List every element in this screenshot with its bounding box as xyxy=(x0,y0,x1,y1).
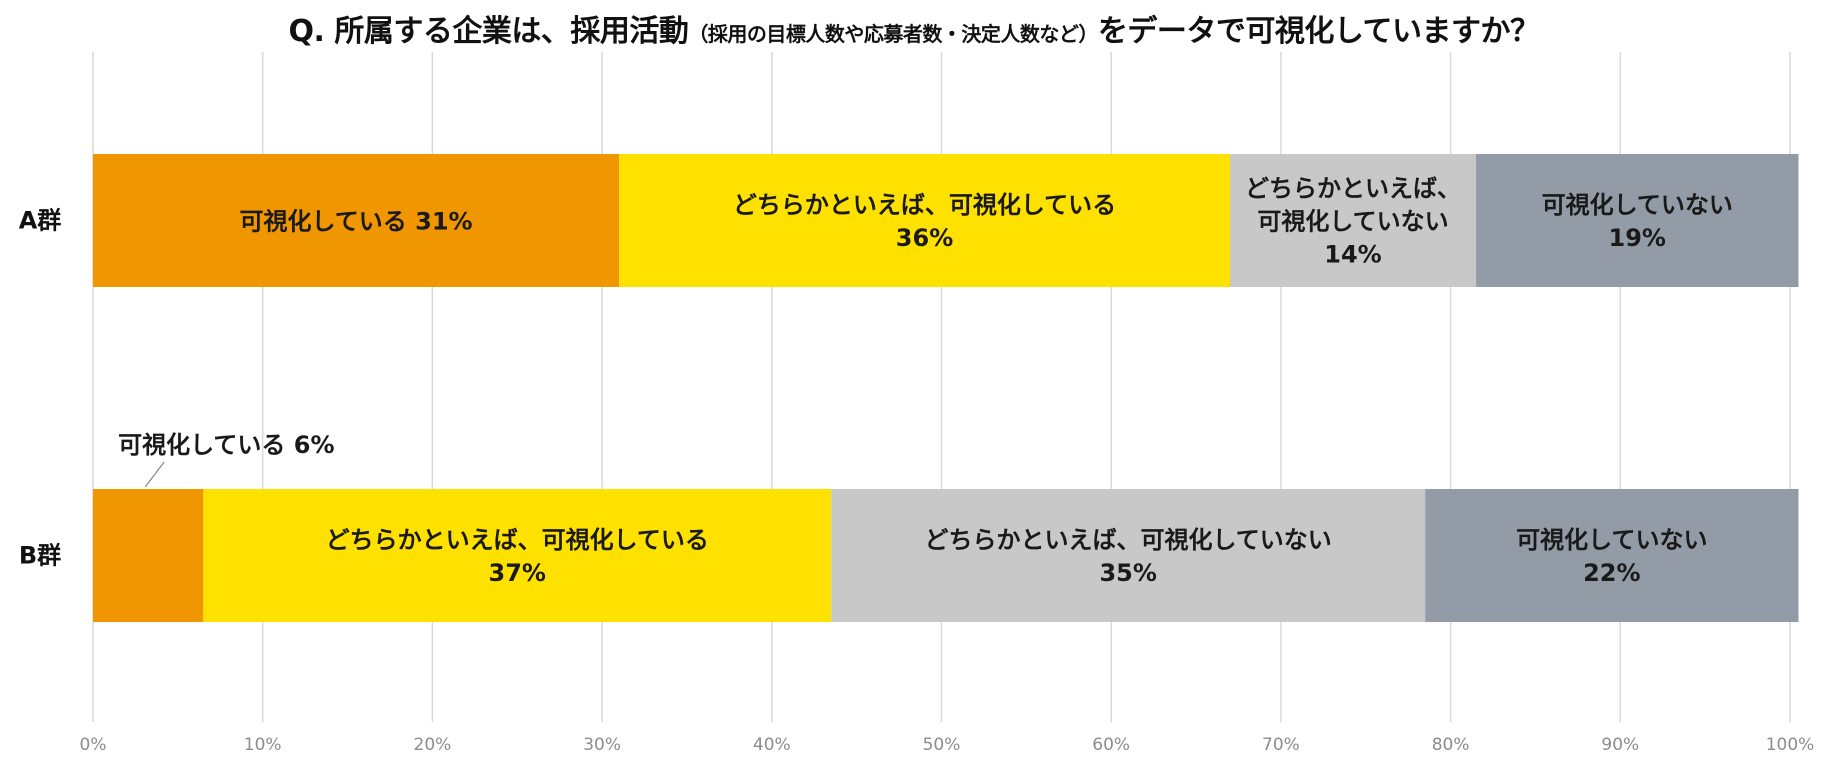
data-label: 可視化している 31% xyxy=(239,208,472,236)
x-tick-label: 80% xyxy=(1432,735,1470,755)
bar-segment xyxy=(203,489,832,622)
bar-segment xyxy=(1229,154,1477,287)
chart-title-main-before: Q. 所属する企業は、採用活動 xyxy=(288,14,689,49)
x-tick-label: 100% xyxy=(1766,735,1815,755)
chart-title-main-after: をデータで可視化していますか？ xyxy=(1097,14,1540,49)
data-label: 37% xyxy=(489,559,546,587)
callout-leader-line xyxy=(144,461,165,488)
x-tick-label: 10% xyxy=(244,735,282,755)
data-label: 22% xyxy=(1583,559,1640,587)
category-label: B群 xyxy=(19,542,61,570)
x-tick-label: 40% xyxy=(753,735,791,755)
bar-segment xyxy=(93,489,204,622)
data-label: どちらかといえば、 xyxy=(1245,175,1461,203)
chart-title: Q. 所属する企業は、採用活動（採用の目標人数や応募者数・決定人数など）をデータ… xyxy=(0,6,1828,50)
data-label: 可視化していない xyxy=(1516,526,1707,554)
data-label: 19% xyxy=(1609,224,1666,252)
x-tick-label: 70% xyxy=(1262,735,1300,755)
bar-segment xyxy=(1425,489,1799,622)
x-tick-label: 30% xyxy=(583,735,621,755)
bar-segment xyxy=(619,154,1230,287)
x-tick-label: 90% xyxy=(1601,735,1639,755)
data-label: どちらかといえば、可視化していない xyxy=(925,526,1332,554)
x-tick-label: 50% xyxy=(923,735,961,755)
callout-label: 可視化している 6% xyxy=(118,431,334,459)
bar-segment xyxy=(93,154,620,287)
data-label: 36% xyxy=(896,224,953,252)
bar-segment xyxy=(1476,154,1799,287)
x-tick-label: 60% xyxy=(1092,735,1130,755)
data-label: どちらかといえば、可視化している xyxy=(733,191,1116,219)
category-label: A群 xyxy=(19,207,62,235)
data-label: どちらかといえば、可視化している xyxy=(326,526,709,554)
chart-title-subtitle: （採用の目標人数や応募者数・決定人数など） xyxy=(688,22,1098,46)
bar-segment xyxy=(831,489,1426,622)
data-label: 14% xyxy=(1324,241,1381,269)
data-label: 可視化していない xyxy=(1542,191,1733,219)
data-label: 35% xyxy=(1099,559,1156,587)
x-tick-label: 20% xyxy=(414,735,452,755)
data-label: 可視化していない xyxy=(1257,208,1448,236)
x-tick-label: 0% xyxy=(80,735,107,755)
